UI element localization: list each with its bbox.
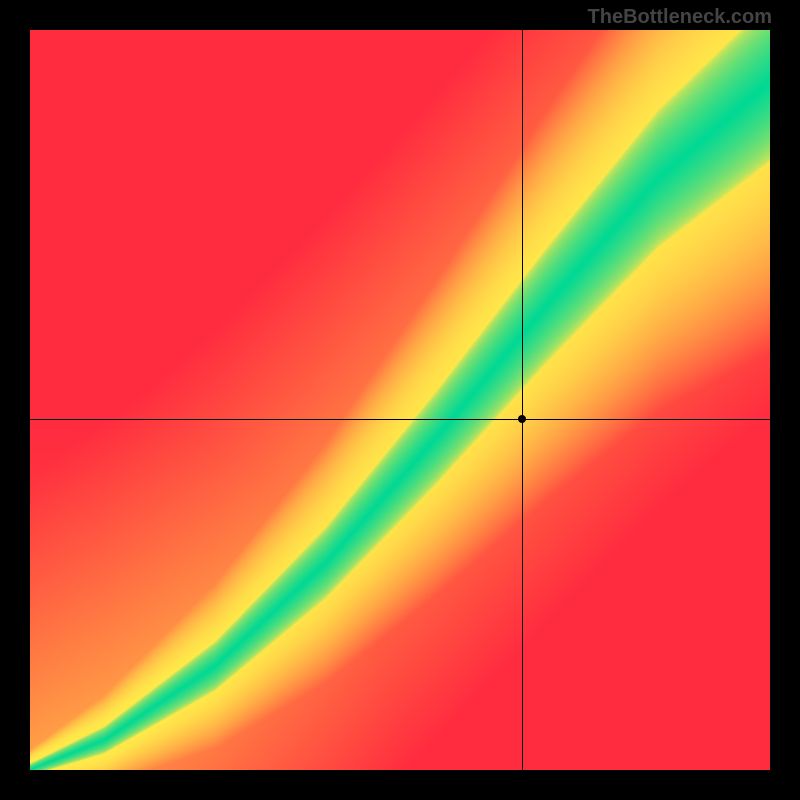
heatmap-plot bbox=[30, 30, 770, 770]
watermark-text: TheBottleneck.com bbox=[588, 6, 772, 29]
crosshair-marker bbox=[518, 415, 526, 423]
heatmap-canvas bbox=[30, 30, 770, 770]
crosshair-horizontal bbox=[30, 419, 770, 420]
crosshair-vertical bbox=[522, 30, 523, 770]
